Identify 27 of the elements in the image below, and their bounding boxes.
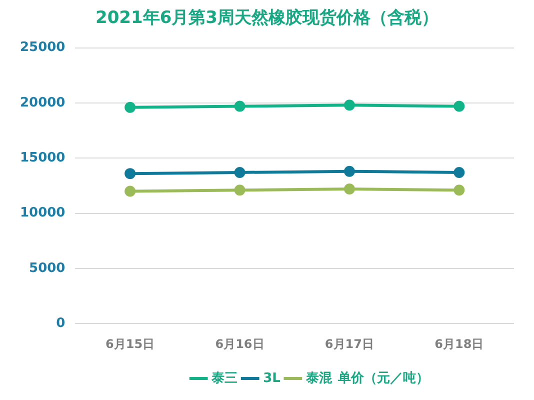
point xyxy=(344,166,355,177)
point xyxy=(454,166,465,178)
x-tick-label: 6月15日 xyxy=(106,336,155,351)
point xyxy=(234,100,246,112)
x-tick-label: 6月16日 xyxy=(215,336,264,351)
y-tick-label: 20000 xyxy=(20,95,66,110)
point xyxy=(124,186,136,197)
y-tick-label: 15000 xyxy=(20,150,66,166)
x-tick-label: 6月17日 xyxy=(324,336,374,351)
point xyxy=(454,184,465,196)
y-tick-label: 0 xyxy=(56,316,66,331)
point xyxy=(124,102,136,113)
chart-title: 2021年6月第3周天然橡胶现货价格（含税） xyxy=(94,7,440,29)
legend-label: 泰混 xyxy=(304,370,333,386)
point xyxy=(124,168,136,180)
legend-label: 3L xyxy=(263,370,280,386)
point xyxy=(344,100,355,111)
legend-label: 泰三 xyxy=(210,370,238,386)
y-tick-label: 25000 xyxy=(20,40,66,56)
text: 单价（元／吨） xyxy=(336,370,429,386)
point xyxy=(344,184,355,195)
y-tick-label: 10000 xyxy=(20,206,66,221)
point xyxy=(454,100,465,112)
x-tick-label: 6月18日 xyxy=(434,336,484,351)
y-tick-label: 5000 xyxy=(29,260,66,276)
point xyxy=(234,166,246,178)
point xyxy=(234,184,246,196)
